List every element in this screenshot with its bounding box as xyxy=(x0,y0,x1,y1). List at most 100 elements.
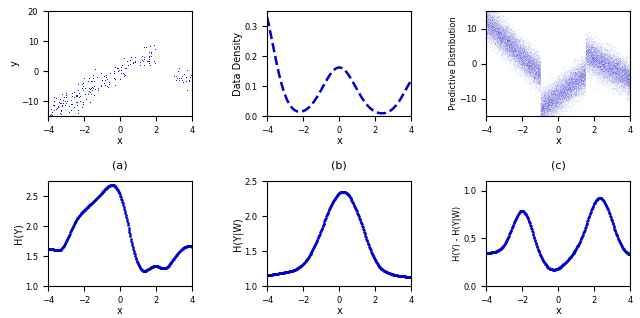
Point xyxy=(554,84,564,89)
Point xyxy=(601,52,611,57)
Point xyxy=(566,78,576,83)
Point xyxy=(536,103,546,108)
Point xyxy=(614,72,624,77)
Point xyxy=(616,84,627,89)
Point xyxy=(490,26,500,31)
Point xyxy=(589,35,599,40)
Point xyxy=(531,66,541,71)
Point xyxy=(530,63,540,68)
Point xyxy=(593,55,604,60)
Point xyxy=(519,59,529,64)
Point xyxy=(547,85,557,90)
Point xyxy=(561,111,572,116)
Point xyxy=(560,76,570,81)
Point xyxy=(624,58,634,63)
Point xyxy=(518,57,529,62)
Point xyxy=(542,104,552,109)
Point xyxy=(530,64,540,69)
Point xyxy=(508,48,518,53)
Point xyxy=(556,72,566,77)
Point xyxy=(622,68,632,73)
Point xyxy=(608,81,618,86)
Point xyxy=(619,72,629,77)
Point xyxy=(619,63,629,68)
Point xyxy=(499,34,509,39)
Point xyxy=(596,58,607,63)
Point xyxy=(609,77,620,82)
Point xyxy=(519,49,529,54)
Point xyxy=(508,44,518,49)
Point xyxy=(545,104,556,109)
Point xyxy=(500,47,510,52)
Point xyxy=(504,42,514,47)
Point xyxy=(586,53,596,58)
Point xyxy=(554,99,564,104)
Point xyxy=(623,65,634,70)
Point xyxy=(596,60,607,65)
Point xyxy=(584,49,595,54)
Point xyxy=(497,35,507,40)
Point xyxy=(545,100,555,105)
Point xyxy=(510,41,520,46)
Point xyxy=(509,59,519,64)
Point xyxy=(596,53,607,58)
Point xyxy=(559,88,569,93)
Point xyxy=(578,82,588,87)
Point xyxy=(570,74,580,79)
Point xyxy=(558,84,568,89)
Point xyxy=(485,15,495,20)
Point xyxy=(568,71,579,76)
Point xyxy=(528,51,538,56)
Point xyxy=(484,33,494,38)
Point xyxy=(524,66,534,71)
Point xyxy=(534,67,545,72)
Point xyxy=(571,72,581,77)
Point xyxy=(521,68,531,73)
Point xyxy=(504,34,514,39)
Point xyxy=(570,93,580,98)
Point xyxy=(545,99,555,104)
Point xyxy=(564,76,574,81)
Point xyxy=(509,49,519,54)
Point xyxy=(608,80,618,85)
Point xyxy=(557,78,567,83)
Point xyxy=(509,47,520,52)
Point xyxy=(504,53,515,58)
Point xyxy=(607,71,617,76)
Point xyxy=(527,71,537,76)
Point xyxy=(600,67,611,72)
Point xyxy=(598,69,608,74)
Point xyxy=(520,52,531,58)
Point xyxy=(556,85,566,90)
Point xyxy=(625,73,635,78)
Point xyxy=(618,74,628,80)
Point xyxy=(563,77,573,82)
Point xyxy=(599,59,609,64)
Point xyxy=(560,80,570,85)
Point xyxy=(586,56,596,61)
Point xyxy=(492,27,502,32)
Point xyxy=(603,68,613,73)
Point xyxy=(520,61,531,66)
Point xyxy=(525,63,536,68)
Point xyxy=(529,76,539,81)
Point xyxy=(542,107,552,112)
Point xyxy=(612,58,622,63)
Point xyxy=(524,57,534,62)
Point xyxy=(566,80,576,85)
Point xyxy=(584,47,595,52)
Point xyxy=(493,26,503,31)
Point xyxy=(602,57,612,62)
Point xyxy=(545,111,555,116)
Point xyxy=(623,67,634,72)
Point xyxy=(551,98,561,103)
Point xyxy=(592,52,602,58)
Point xyxy=(566,75,577,80)
Point xyxy=(556,93,566,99)
Point xyxy=(483,29,493,34)
Point xyxy=(577,83,587,88)
Point xyxy=(614,52,625,58)
Point xyxy=(485,14,495,19)
Point xyxy=(543,103,554,108)
Point xyxy=(516,65,527,70)
